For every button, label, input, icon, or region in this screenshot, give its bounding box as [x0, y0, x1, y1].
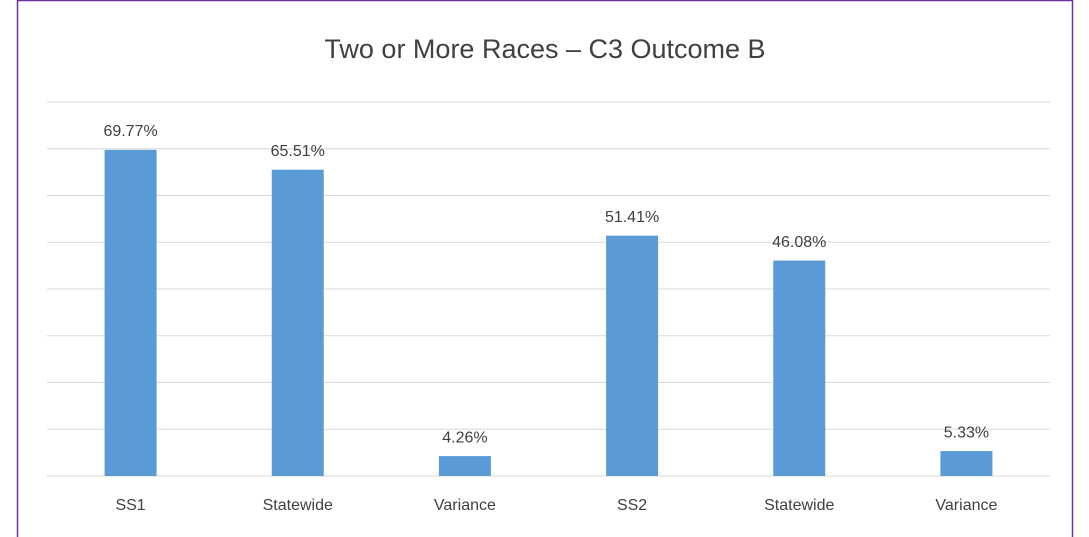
x-tick-label: Variance: [434, 497, 496, 514]
chart-frame: [16, 0, 1074, 537]
bar: [773, 260, 826, 476]
x-tick-label: SS1: [115, 497, 145, 514]
chart-title: Two or More Races – C3 Outcome B: [324, 34, 765, 64]
data-label: 46.08%: [772, 234, 826, 251]
data-label: 65.51%: [271, 143, 325, 160]
bar: [438, 456, 491, 476]
bar: [606, 235, 659, 476]
x-tick-label: SS2: [617, 497, 647, 514]
bar: [104, 149, 157, 476]
data-label: 4.26%: [442, 429, 487, 446]
x-tick-label: Statewide: [764, 497, 834, 514]
data-label: 51.41%: [605, 209, 659, 226]
bar: [271, 169, 324, 476]
data-label: 5.33%: [944, 424, 989, 441]
x-tick-label: Variance: [935, 497, 997, 514]
x-tick-label: Statewide: [263, 497, 333, 514]
bar: [940, 451, 993, 476]
data-label: 69.77%: [103, 123, 157, 140]
